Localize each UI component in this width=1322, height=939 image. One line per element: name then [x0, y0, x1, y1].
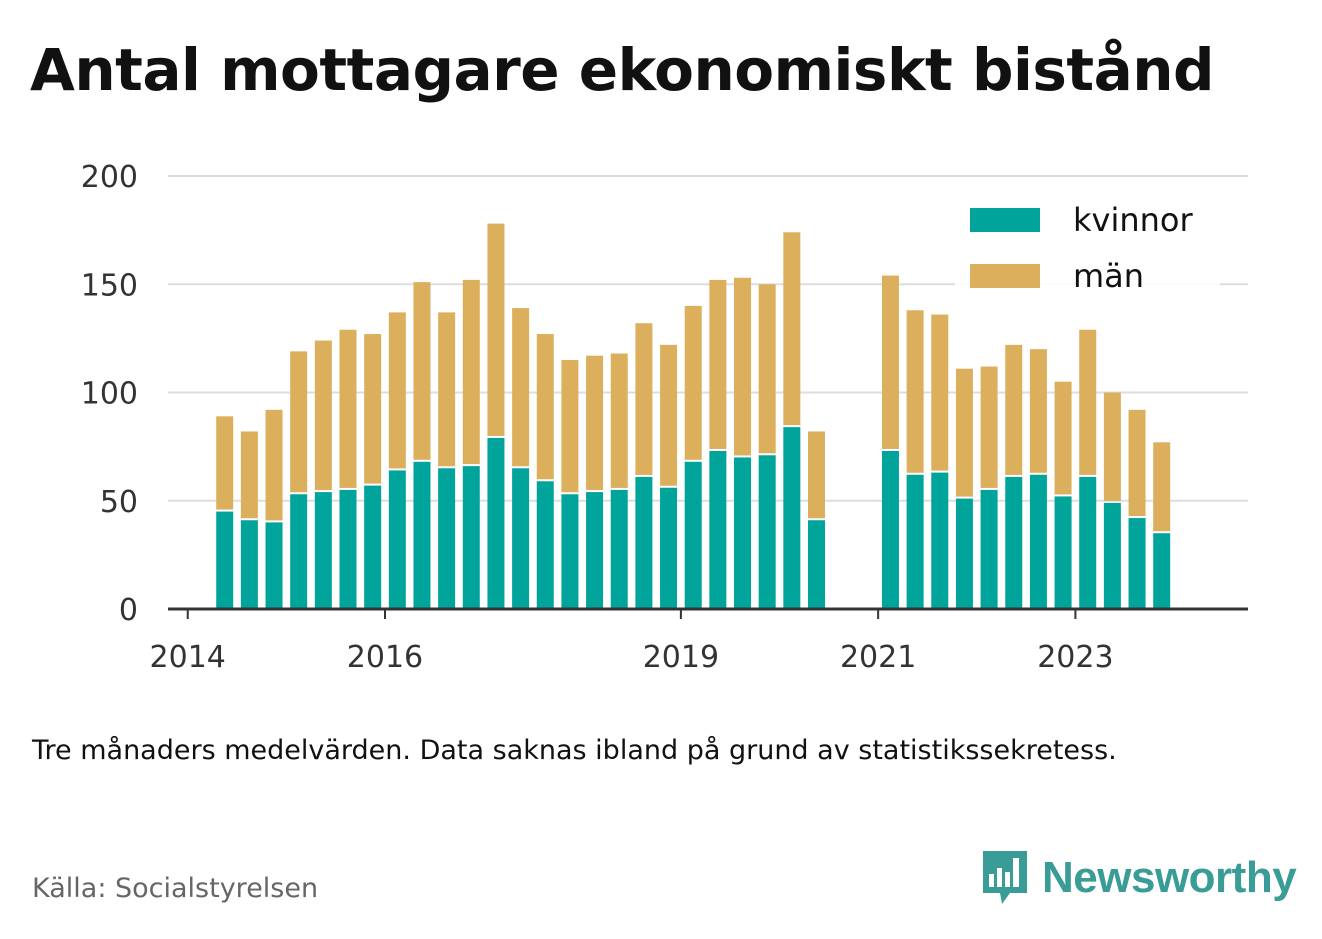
bar-man [1153, 442, 1171, 532]
bar-man [265, 409, 283, 521]
bar-man [709, 279, 727, 449]
bar-kvinnor [339, 489, 357, 609]
bar-kvinnor [758, 455, 776, 609]
x-tick-label: 2019 [643, 640, 719, 675]
bar-man [881, 275, 899, 449]
x-tick-label: 2021 [840, 640, 916, 675]
bar-kvinnor [413, 461, 431, 609]
bar-kvinnor [684, 461, 702, 609]
bar-man [216, 416, 234, 510]
bar-man [1079, 329, 1097, 475]
bar-kvinnor [931, 472, 949, 609]
bar-man [487, 223, 505, 436]
brand-name: Newsworthy [1042, 853, 1297, 902]
bar-kvinnor [1079, 476, 1097, 609]
legend-swatch [970, 264, 1040, 288]
bar-man [339, 329, 357, 488]
chart-note: Tre månaders medelvärden. Data saknas ib… [32, 735, 1117, 766]
bar-man [980, 366, 998, 488]
bar-man [807, 431, 825, 519]
bar-kvinnor [1103, 502, 1121, 609]
bar-kvinnor [807, 520, 825, 609]
bar-man [635, 323, 653, 475]
bar-kvinnor [438, 468, 456, 609]
bar-man [660, 344, 678, 486]
brand-logo[interactable]: Newsworthy [980, 848, 1297, 908]
bar-kvinnor [783, 427, 801, 609]
bar-man [1029, 349, 1047, 473]
bar-man [1005, 344, 1023, 475]
bar-man [734, 277, 752, 456]
bar-man [931, 314, 949, 471]
bar-man [906, 310, 924, 473]
legend-label: män [1073, 257, 1144, 295]
x-axis: 2014 2016 2019 2021 2023 [150, 607, 1248, 675]
bar-man [758, 284, 776, 454]
bar-man [586, 355, 604, 491]
bar-kvinnor [240, 520, 258, 609]
bar-man [512, 308, 530, 467]
bar-kvinnor [610, 489, 628, 609]
bar-kvinnor [734, 457, 752, 609]
bar-man [314, 340, 332, 491]
bar-kvinnor [512, 468, 530, 609]
bar-kvinnor [709, 450, 727, 609]
bar-kvinnor [536, 481, 554, 609]
bar-kvinnor [881, 450, 899, 609]
bar-man [364, 334, 382, 484]
bar-kvinnor [1005, 476, 1023, 609]
y-axis-labels: 0 50 100 150 200 [81, 160, 138, 628]
bar-man [462, 279, 480, 465]
bar-man [1103, 392, 1121, 501]
bar-kvinnor [1029, 474, 1047, 609]
x-tick-label: 2023 [1037, 640, 1113, 675]
y-tick-label: 0 [119, 593, 138, 628]
legend-swatch [970, 208, 1040, 232]
y-tick-label: 200 [81, 160, 138, 195]
bar-man [413, 282, 431, 460]
x-tick-label: 2014 [150, 640, 226, 675]
bar-man [561, 360, 579, 493]
bar-kvinnor [980, 489, 998, 609]
legend: kvinnor män [955, 190, 1220, 300]
source-text: Källa: Socialstyrelsen [32, 873, 319, 904]
bar-kvinnor [906, 474, 924, 609]
x-tick-label: 2016 [347, 640, 423, 675]
bar-kvinnor [1128, 518, 1146, 609]
bar-kvinnor [487, 437, 505, 609]
bar-kvinnor [388, 470, 406, 609]
bars [216, 223, 1171, 609]
bar-man [1054, 381, 1072, 495]
legend-label: kvinnor [1073, 201, 1194, 239]
bar-man [388, 312, 406, 469]
bar-kvinnor [364, 485, 382, 609]
bar-kvinnor [660, 487, 678, 609]
bar-man [1128, 409, 1146, 517]
bar-man [684, 305, 702, 460]
y-tick-label: 50 [100, 485, 138, 520]
bar-kvinnor [265, 522, 283, 609]
bar-kvinnor [635, 476, 653, 609]
bar-man [438, 312, 456, 467]
bar-man [783, 232, 801, 426]
bar-kvinnor [586, 492, 604, 609]
y-tick-label: 150 [81, 268, 138, 303]
bar-kvinnor [955, 498, 973, 609]
bar-man [536, 334, 554, 480]
y-tick-label: 100 [81, 377, 138, 412]
bar-man [610, 353, 628, 488]
bar-man [240, 431, 258, 519]
bar-kvinnor [561, 494, 579, 609]
bar-kvinnor [216, 511, 234, 609]
bar-kvinnor [290, 494, 308, 609]
bar-kvinnor [1054, 496, 1072, 609]
bar-kvinnor [314, 492, 332, 609]
newsworthy-logo-icon [983, 851, 1027, 904]
chart-title: Antal mottagare ekonomiskt bistånd [30, 36, 1215, 104]
bar-kvinnor [1153, 533, 1171, 609]
bar-kvinnor [462, 466, 480, 609]
bar-man [290, 351, 308, 493]
bar-man [955, 368, 973, 497]
